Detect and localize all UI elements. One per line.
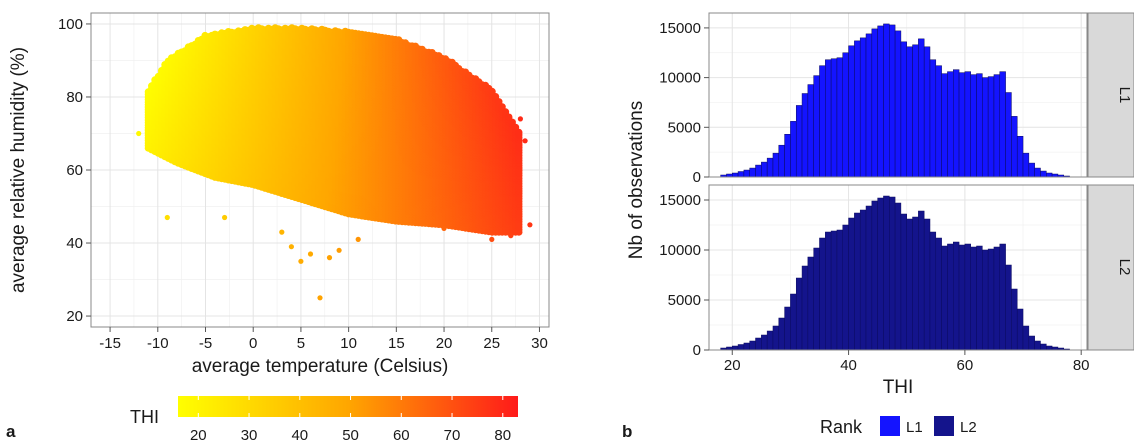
scatter-points	[136, 24, 533, 301]
